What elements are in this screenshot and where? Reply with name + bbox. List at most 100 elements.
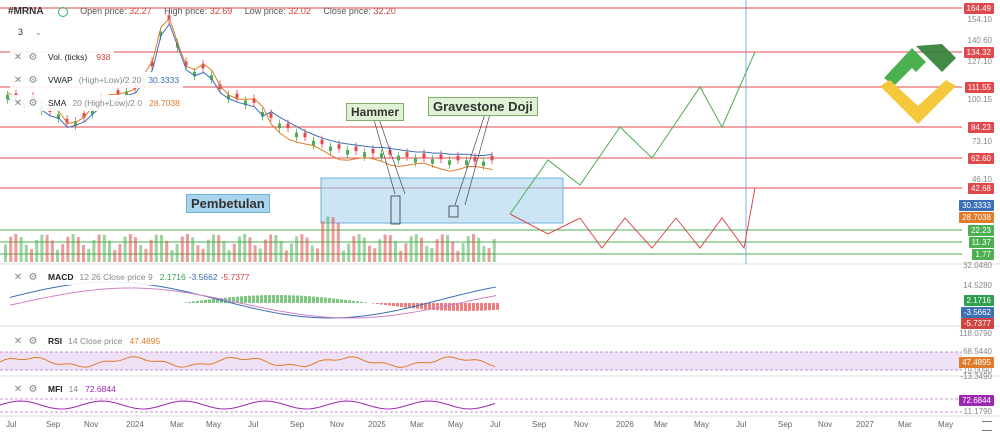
candle-body: [346, 149, 349, 155]
macd-histogram-bar: [464, 303, 467, 311]
volume-bar: [87, 249, 91, 262]
volume-bar: [71, 234, 75, 262]
volume-bar: [461, 243, 465, 262]
volume-bar: [269, 234, 273, 262]
volume-bar: [108, 240, 111, 262]
candle-body: [193, 71, 196, 77]
gear-icon[interactable]: ⚙: [28, 74, 38, 86]
close-icon[interactable]: ✕: [13, 271, 23, 283]
macd-histogram-bar: [296, 295, 299, 303]
macd-histogram-bar: [496, 303, 499, 310]
low-value: 32.02: [288, 6, 311, 16]
price-axis-tick: 154.10: [967, 15, 992, 24]
volume-bar: [92, 239, 96, 262]
candle-body: [201, 63, 205, 69]
candle-body: [473, 156, 477, 162]
candle-body: [363, 152, 366, 157]
time-axis-label: May: [448, 420, 464, 429]
gear-icon[interactable]: ⚙: [28, 383, 38, 395]
volume-bar: [331, 217, 335, 262]
annotation-hammer[interactable]: Hammer: [346, 103, 405, 121]
volume-bar: [284, 250, 288, 262]
volume-bar: [310, 245, 314, 262]
macd-histogram-bar: [244, 295, 247, 303]
time-axis-label: 2024: [126, 420, 144, 429]
candle-body: [439, 154, 443, 160]
candle-body: [465, 160, 468, 165]
annotation-correction[interactable]: Pembetulan: [186, 194, 270, 213]
close-icon[interactable]: ✕: [13, 383, 23, 395]
indicator-name: MACD: [48, 272, 74, 282]
histogram-value: -5.7377: [220, 272, 250, 282]
macd-histogram-bar: [492, 303, 495, 311]
indicator-name: MFI: [48, 384, 63, 394]
macd-histogram-bar: [288, 295, 291, 303]
candle-body: [227, 94, 230, 100]
indicator-name: RSI: [48, 336, 63, 346]
indicator-mfi[interactable]: ✕ ⚙ MFI 14 72.6844: [10, 381, 120, 397]
volume-bar: [128, 234, 132, 262]
indicator-params: 14 Close price: [68, 336, 123, 346]
macd-histogram-bar: [252, 295, 255, 303]
volume-bar: [477, 237, 481, 262]
macd-histogram-bar: [212, 298, 215, 303]
time-axis-label: May: [938, 420, 954, 429]
time-axis-label: Nov: [818, 420, 833, 429]
indicator-params: 20 (High+Low)/2 0: [72, 98, 143, 108]
indicator-axis-tick: 68.5440: [963, 347, 992, 356]
macd-histogram-bar: [336, 298, 339, 303]
volume-bar: [487, 247, 491, 262]
volume-bar: [9, 236, 13, 262]
gear-icon[interactable]: ⚙: [28, 335, 38, 347]
indicator-sma[interactable]: ✕ ⚙ SMA 20 (High+Low)/2 0 28.7038: [10, 95, 184, 111]
close-icon[interactable]: ✕: [13, 97, 23, 109]
volume-bar: [201, 248, 205, 262]
macd-histogram-bar: [452, 303, 455, 311]
macd-histogram-bar: [332, 298, 335, 303]
indicator-value: 28.7038: [149, 98, 180, 108]
candle-body: [125, 91, 128, 96]
macd-histogram-bar: [400, 303, 403, 308]
indicator-volume[interactable]: ✕ ⚙ Vol. (ticks) 938: [10, 49, 115, 65]
macd-histogram-bar: [344, 299, 347, 303]
macd-histogram-bar: [256, 295, 259, 303]
volume-bar: [258, 248, 262, 262]
candle-body: [388, 149, 392, 155]
candle-body: [252, 98, 256, 103]
close-icon[interactable]: ✕: [13, 335, 23, 347]
gear-icon[interactable]: ⚙: [28, 97, 38, 109]
macd-histogram-bar: [480, 303, 483, 311]
chevron-down-icon: ⌄: [35, 28, 42, 37]
consolidation-box: [320, 177, 564, 224]
close-icon[interactable]: ✕: [13, 51, 23, 63]
candle-body: [286, 123, 290, 129]
indicator-vwap[interactable]: ✕ ⚙ VWAP (High+Low)/2 20 30.3333: [10, 72, 184, 88]
candle-body: [397, 155, 400, 161]
timeframe-select[interactable]: 3 ⌄: [18, 27, 42, 37]
menu-icon[interactable]: [982, 421, 992, 431]
indicator-macd[interactable]: ✕ ⚙ MACD 12 26 Close price 9 2.1716 -3.56…: [10, 269, 254, 285]
candle-body: [57, 114, 60, 119]
annotation-gravestone-doji[interactable]: Gravestone Doji: [428, 97, 538, 116]
macd-histogram-bar: [384, 303, 387, 306]
indicator-rsi[interactable]: ✕ ⚙ RSI 14 Close price 47.4895: [10, 333, 165, 349]
volume-bar: [378, 239, 382, 262]
volume-bar: [227, 250, 231, 262]
candle-body: [261, 112, 264, 117]
volume-bar: [40, 234, 44, 262]
macd-histogram-bar: [428, 303, 431, 310]
hammer-marker: [390, 195, 401, 225]
candle-body: [6, 94, 9, 100]
close-icon[interactable]: ✕: [13, 74, 23, 86]
price-level-tag: 28.7038: [959, 212, 994, 223]
indicator-axis-tick: 11.1790: [963, 407, 992, 416]
gear-icon[interactable]: ⚙: [28, 271, 38, 283]
macd-histogram-bar: [448, 303, 451, 311]
volume-bar: [45, 234, 49, 262]
volume-bar: [102, 234, 106, 262]
macd-histogram-bar: [260, 295, 263, 303]
gear-icon[interactable]: ⚙: [28, 51, 38, 63]
candle-body: [150, 61, 154, 66]
price-level-tag: 11.37: [968, 237, 994, 248]
